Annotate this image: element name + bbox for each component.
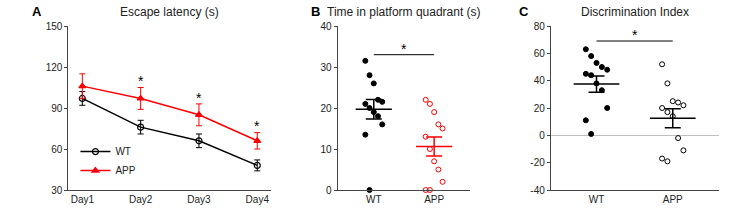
svg-text:60: 60 (534, 48, 546, 59)
svg-text:120: 120 (46, 62, 63, 73)
svg-text:Discrimination Index: Discrimination Index (581, 5, 689, 19)
svg-text:60: 60 (51, 144, 63, 155)
svg-text:*: * (254, 118, 260, 134)
svg-text:APP: APP (115, 165, 135, 176)
svg-text:90: 90 (51, 103, 63, 114)
svg-text:APP: APP (663, 194, 683, 205)
svg-text:80: 80 (534, 21, 546, 32)
svg-text:40: 40 (320, 21, 332, 32)
svg-text:10: 10 (320, 144, 332, 155)
svg-text:20: 20 (534, 103, 546, 114)
svg-text:Day4: Day4 (246, 194, 270, 205)
svg-text:WT: WT (115, 146, 131, 157)
svg-text:*: * (401, 41, 407, 57)
svg-text:0: 0 (539, 130, 545, 141)
svg-text:-20: -20 (530, 157, 545, 168)
svg-text:0: 0 (326, 185, 332, 196)
svg-text:*: * (632, 27, 638, 43)
svg-text:-40: -40 (530, 185, 545, 196)
svg-text:30: 30 (51, 185, 63, 196)
svg-text:WT: WT (366, 194, 382, 205)
svg-text:C: C (519, 4, 529, 19)
svg-text:30: 30 (320, 62, 332, 73)
svg-text:Time in platform quadrant (s): Time in platform quadrant (s) (327, 5, 481, 19)
svg-text:20: 20 (320, 103, 332, 114)
svg-text:Day2: Day2 (129, 194, 153, 205)
svg-text:APP: APP (424, 194, 444, 205)
svg-text:*: * (196, 90, 202, 106)
svg-text:40: 40 (534, 75, 546, 86)
svg-text:Escape latency (s): Escape latency (s) (120, 5, 219, 19)
svg-text:Day3: Day3 (187, 194, 211, 205)
svg-text:150: 150 (46, 21, 63, 32)
svg-text:A: A (32, 4, 42, 19)
svg-text:B: B (311, 4, 320, 19)
svg-text:*: * (138, 73, 144, 89)
svg-text:WT: WT (589, 194, 605, 205)
svg-text:Day1: Day1 (71, 194, 95, 205)
